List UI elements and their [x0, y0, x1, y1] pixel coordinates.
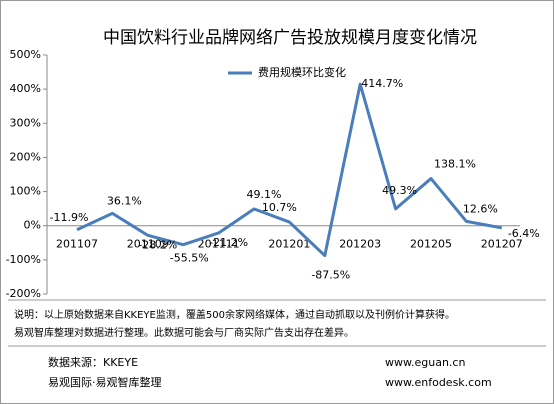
data-label: 10.7%	[262, 201, 297, 214]
data-label: -21.2%	[209, 236, 248, 249]
data-label: 414.7%	[361, 77, 403, 90]
data-label: 49.3%	[382, 184, 417, 197]
legend-label: 费用规模环比变化	[258, 65, 346, 79]
data-label: -6.4%	[508, 227, 540, 240]
chart-title: 中国饮料行业品牌网络广告投放规模月度变化情况	[103, 28, 477, 48]
org: 易观国际·易观智库整理	[48, 375, 162, 389]
x-tick-label: 201111	[198, 238, 240, 251]
line	[76, 82, 503, 258]
y-tick-label: 200%	[10, 150, 41, 163]
data-label: 138.1%	[434, 158, 476, 171]
x-tick-label: 201107	[56, 238, 98, 251]
y-tick-label: -100%	[6, 253, 41, 266]
y-tick-label: 100%	[10, 185, 41, 198]
data-label: 49.1%	[247, 188, 282, 201]
data-label: -55.5%	[170, 252, 209, 265]
x-tick-label: 201207	[481, 238, 523, 251]
data-label: 12.6%	[463, 202, 498, 215]
note: 说明：以上原始数据来自KKEYE监测，覆盖500余家网络媒体，通过自动抓取以及刊…	[14, 308, 455, 321]
y-tick-label: 0%	[24, 219, 41, 232]
url: www.eguan.cn	[385, 356, 465, 369]
x-tick-label: 201205	[410, 238, 452, 251]
note: 易观智库整理对数据进行整理。此数据可能会与厂商实际广告支出存在差异。	[14, 326, 354, 339]
data-label: -87.5%	[311, 269, 350, 282]
data-label: 36.1%	[107, 194, 142, 207]
x-tick-label: 201109	[127, 238, 169, 251]
data-label: -11.9%	[50, 211, 89, 224]
y-tick-label: -200%	[6, 287, 41, 300]
y-tick-label: 400%	[10, 82, 41, 95]
y-tick-label: 500%	[10, 48, 41, 61]
x-tick-label: 201203	[339, 238, 381, 251]
source: 数据来源：KKEYE	[48, 355, 138, 369]
data-label: -28.2%	[138, 238, 177, 251]
x-tick-label: 201201	[268, 238, 310, 251]
y-tick-label: 300%	[10, 116, 41, 129]
url: www.enfodesk.com	[385, 376, 492, 389]
